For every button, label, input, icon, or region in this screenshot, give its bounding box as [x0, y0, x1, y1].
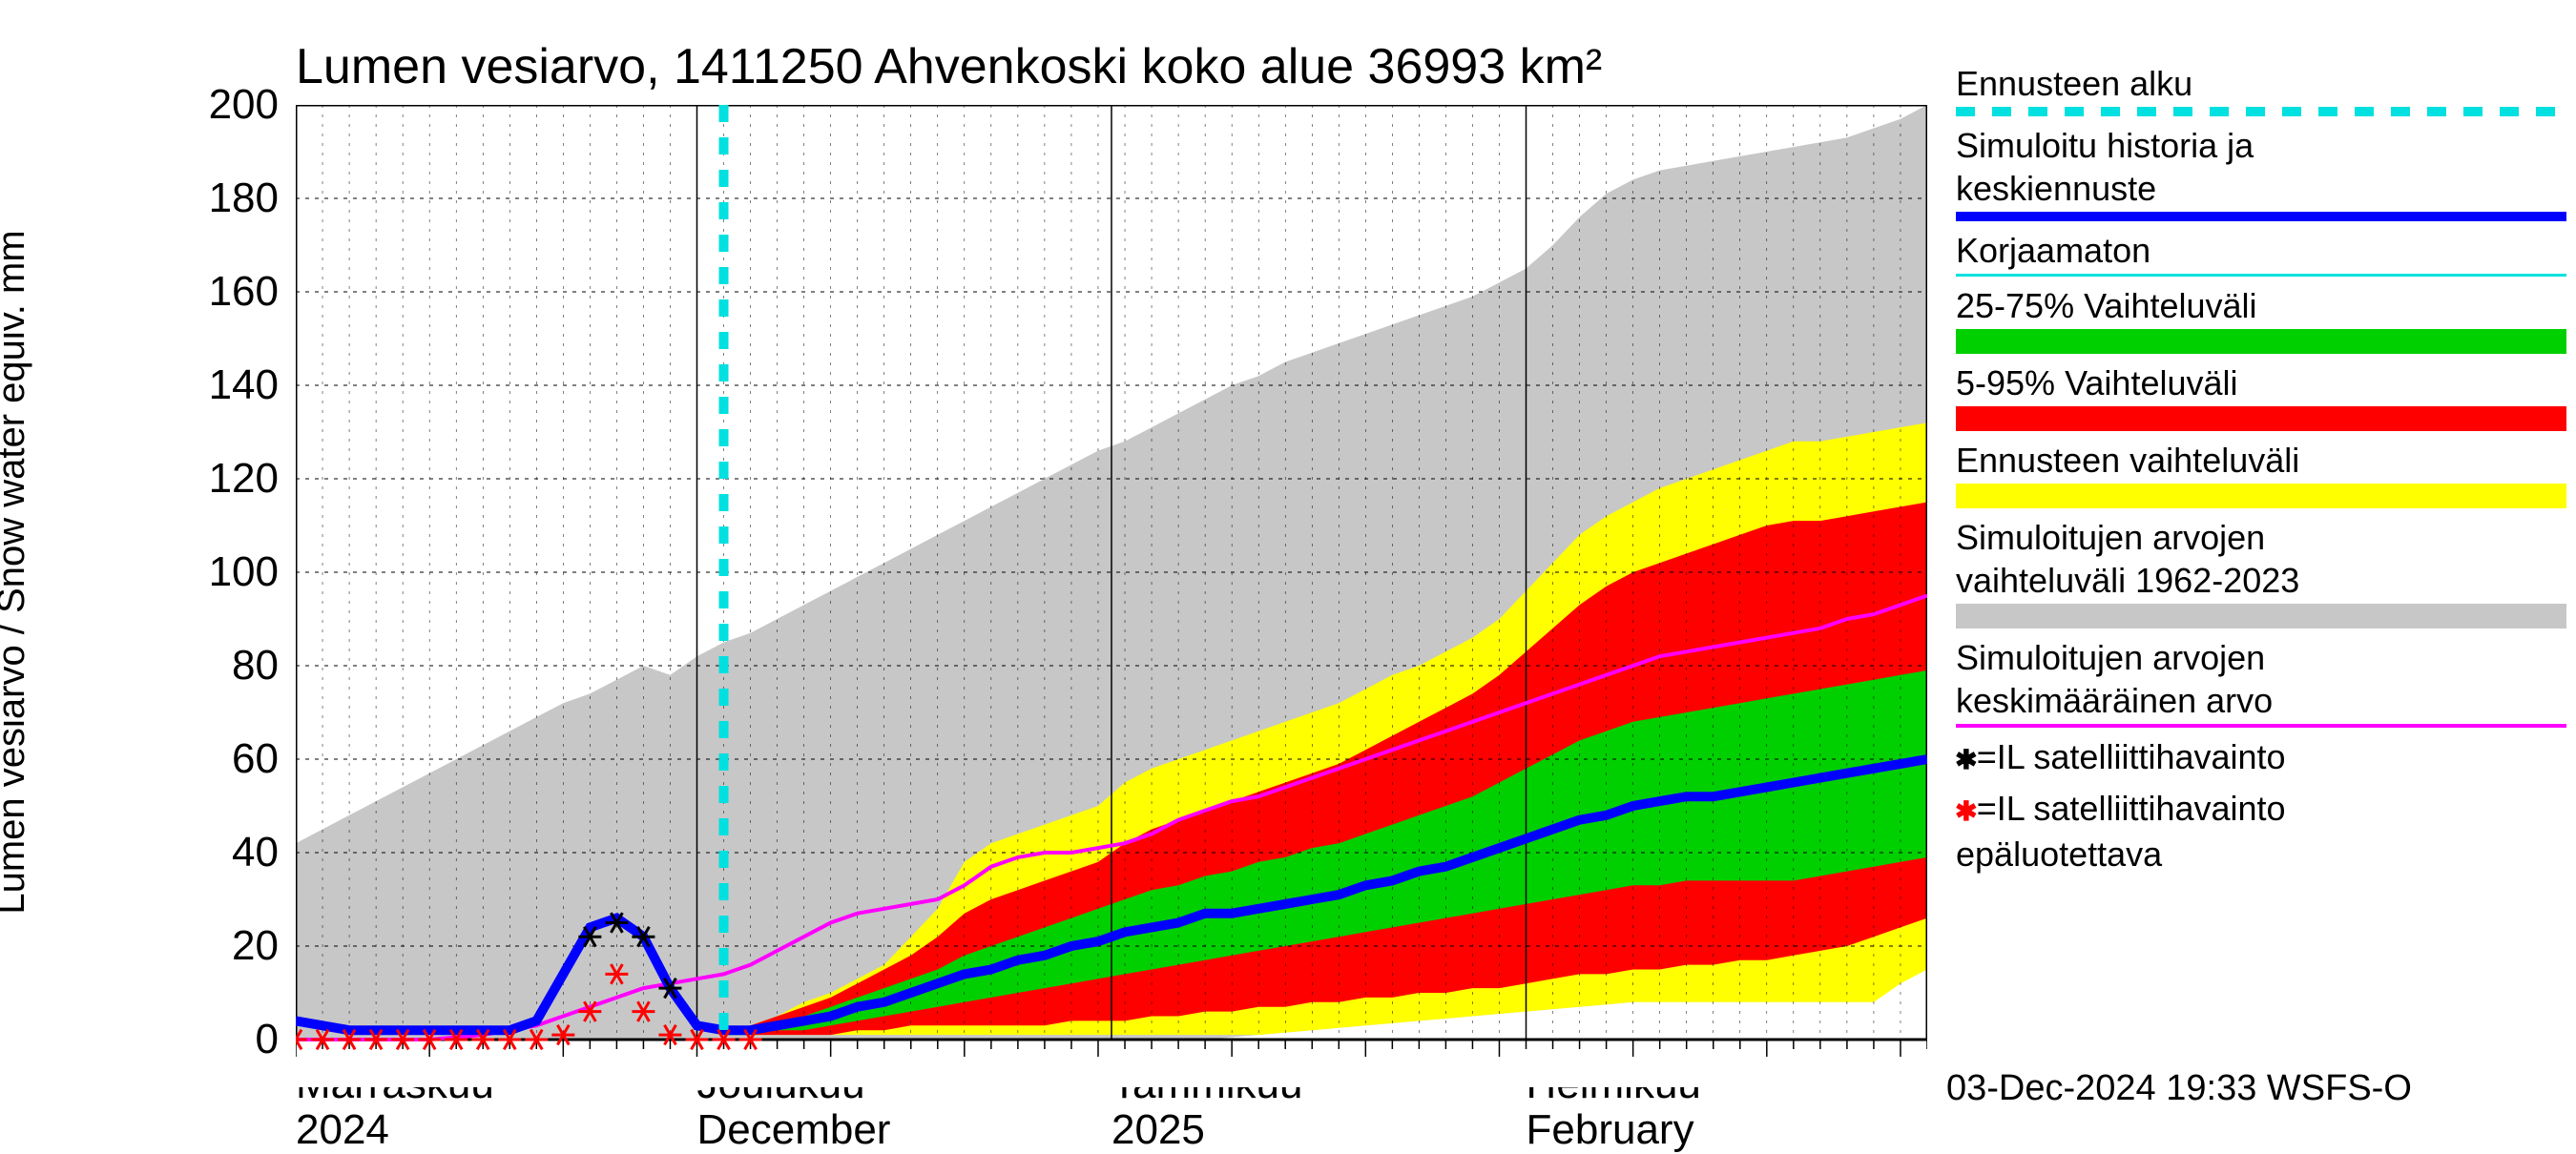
y-tick-label: 60 [0, 735, 279, 783]
legend-label: =IL satelliittihavainto [1977, 737, 2286, 776]
legend-label: =IL satelliittihavainto [1977, 789, 2286, 828]
legend-marker-icon: ✱ [1956, 740, 1977, 779]
legend-label: Simuloitu historia ja [1956, 124, 2566, 167]
x-month-label-bot: 2024 [296, 1106, 389, 1154]
footer-timestamp: 03-Dec-2024 19:33 WSFS-O [1946, 1068, 2412, 1109]
legend-entry-hist_rng: Simuloitujen arvojenvaihteluväli 1962-20… [1956, 516, 2566, 629]
legend-swatch [1956, 329, 2566, 354]
legend-label: keskiennuste [1956, 167, 2566, 210]
legend-entry-korj: Korjaamaton [1956, 229, 2566, 277]
legend-label: Ennusteen vaihteluväli [1956, 439, 2566, 482]
legend-label: epäluotettava [1956, 833, 2566, 876]
legend-entry-sat_bad: ✱=IL satelliittihavainto epäluotettava [1956, 787, 2566, 876]
y-tick-label: 40 [0, 829, 279, 876]
legend-swatch [1956, 604, 2566, 629]
legend-marker-icon: ✱ [1956, 792, 1977, 831]
legend-label: vaihteluväli 1962-2023 [1956, 559, 2566, 602]
legend-entry-sat_ok: ✱=IL satelliittihavainto [1956, 735, 2566, 781]
legend-label: 5-95% Vaihteluväli [1956, 361, 2566, 404]
legend-swatch [1956, 274, 2566, 277]
y-tick-label: 20 [0, 922, 279, 970]
legend-entry-full: Ennusteen vaihteluväli [1956, 439, 2566, 508]
y-tick-label: 160 [0, 268, 279, 316]
y-tick-label: 80 [0, 642, 279, 690]
chart-svg [296, 105, 1927, 1087]
legend-entry-mean: Simuloitu historia jakeskiennuste [1956, 124, 2566, 221]
y-tick-label: 120 [0, 455, 279, 503]
legend-swatch [1956, 107, 2566, 116]
plot-area [296, 105, 1927, 1087]
legend-label: keskimääräinen arvo [1956, 679, 2566, 722]
chart-container: Lumen vesiarvo / Snow water equiv. mm Lu… [0, 0, 2576, 1144]
x-month-label-bot: December [696, 1106, 890, 1154]
x-month-label-bot: February [1527, 1106, 1694, 1154]
legend-label: Simuloitujen arvojen [1956, 516, 2566, 559]
y-tick-label: 180 [0, 175, 279, 222]
y-tick-label: 140 [0, 361, 279, 409]
legend-label: Korjaamaton [1956, 229, 2566, 272]
legend-swatch [1956, 724, 2566, 728]
chart-title: Lumen vesiarvo, 1411250 Ahvenkoski koko … [296, 38, 1602, 95]
legend-swatch [1956, 212, 2566, 221]
legend: Ennusteen alkuSimuloitu historia jakeski… [1956, 62, 2566, 881]
legend-entry-p5_95: 5-95% Vaihteluväli [1956, 361, 2566, 431]
legend-label: Simuloitujen arvojen [1956, 636, 2566, 679]
legend-entry-hist_avg: Simuloitujen arvojenkeskimääräinen arvo [1956, 636, 2566, 728]
legend-entry-p25_75: 25-75% Vaihteluväli [1956, 284, 2566, 354]
legend-swatch [1956, 406, 2566, 431]
legend-swatch [1956, 484, 2566, 508]
legend-label: 25-75% Vaihteluväli [1956, 284, 2566, 327]
x-month-label-bot: 2025 [1111, 1106, 1205, 1154]
y-tick-label: 0 [0, 1016, 279, 1063]
legend-label: Ennusteen alku [1956, 62, 2566, 105]
y-tick-label: 100 [0, 548, 279, 596]
y-tick-label: 200 [0, 81, 279, 129]
legend-entry-forecast_start: Ennusteen alku [1956, 62, 2566, 116]
